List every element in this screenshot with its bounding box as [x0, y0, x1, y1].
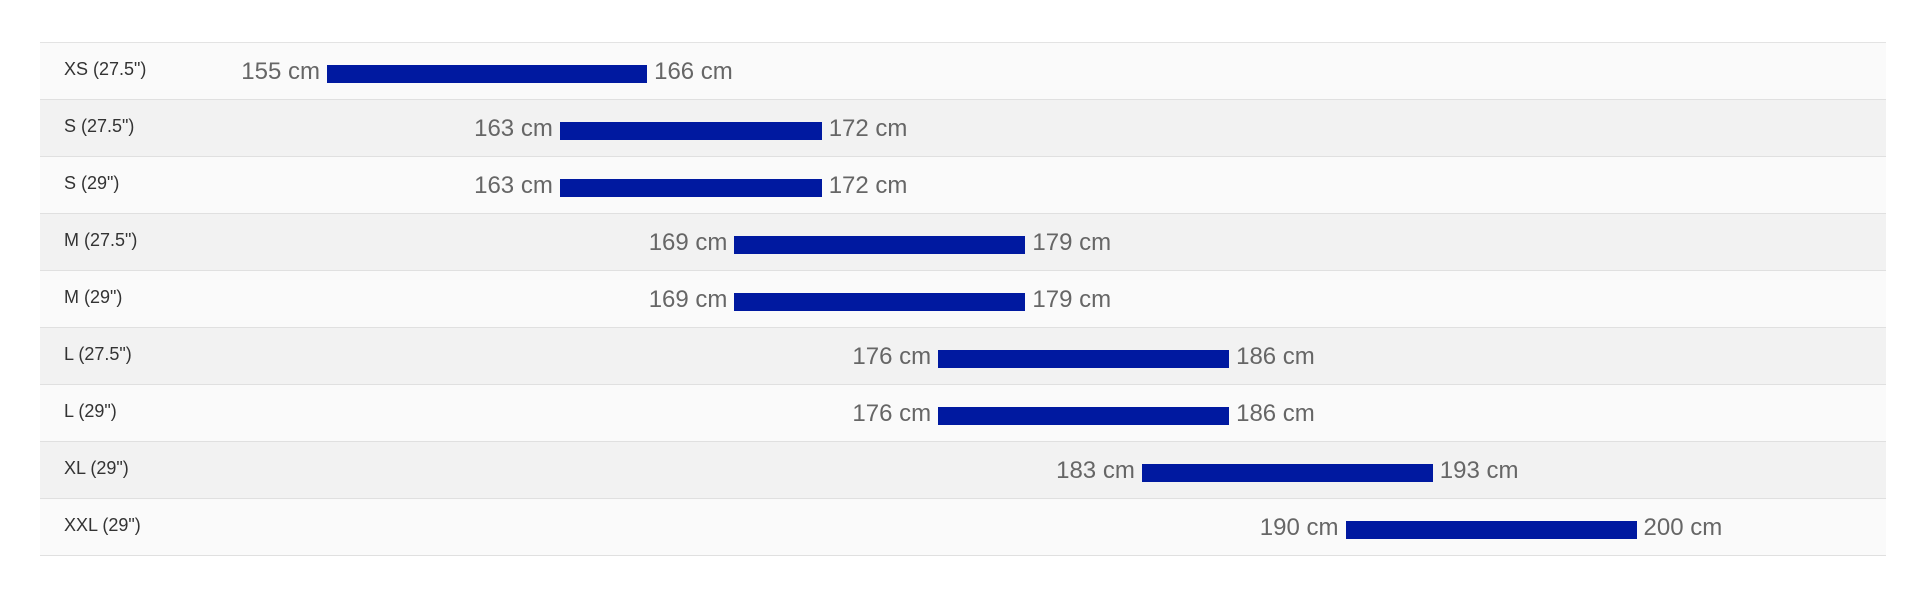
min-height-label: 163 cm	[474, 172, 553, 199]
size-label: XXL (29")	[64, 515, 141, 535]
height-range-bar	[734, 236, 1026, 254]
min-height-label: 183 cm	[1056, 457, 1135, 484]
max-height-label: 166 cm	[654, 58, 733, 85]
min-height-label: 155 cm	[241, 58, 320, 85]
min-height-label: 169 cm	[648, 229, 728, 256]
size-label: L (29")	[64, 401, 117, 421]
max-height-label: 172 cm	[828, 172, 908, 199]
height-range-bar	[559, 179, 822, 197]
min-height-label: 176 cm	[852, 343, 932, 370]
height-range-bar	[327, 65, 648, 83]
chart-row: L (27.5") 176 cm 186 cm	[40, 328, 1886, 385]
size-label: S (27.5")	[64, 116, 135, 136]
chart-row: XXL (29") 190 cm 200 cm	[40, 499, 1886, 556]
min-height-label: 176 cm	[852, 400, 932, 427]
max-height-label: 172 cm	[828, 115, 908, 142]
height-range-bar	[559, 122, 822, 140]
size-label: S (29")	[64, 173, 120, 193]
max-height-label: 186 cm	[1236, 343, 1315, 370]
size-chart: XS (27.5") 155 cm 166 cm S (27.5") 163 cm 172…	[40, 42, 1886, 556]
height-range-bar	[1345, 521, 1637, 539]
size-label: M (27.5")	[64, 230, 138, 250]
max-height-label: 200 cm	[1643, 514, 1723, 541]
size-label: XS (27.5")	[64, 59, 147, 79]
max-height-label: 186 cm	[1236, 400, 1315, 427]
min-height-label: 190 cm	[1259, 514, 1339, 541]
chart-row: S (27.5") 163 cm 172 cm	[40, 100, 1886, 157]
chart-row: S (29") 163 cm 172 cm	[40, 157, 1886, 214]
size-label: L (27.5")	[64, 344, 132, 364]
min-height-label: 169 cm	[648, 286, 728, 313]
height-range-bar	[734, 293, 1026, 311]
size-label: XL (29")	[64, 458, 129, 478]
height-range-bar	[938, 350, 1230, 368]
max-height-label: 179 cm	[1032, 286, 1112, 313]
min-height-label: 163 cm	[474, 115, 553, 142]
size-label: M (29")	[64, 287, 123, 307]
chart-row: XS (27.5") 155 cm 166 cm	[40, 43, 1886, 100]
height-range-bar	[1141, 464, 1433, 482]
height-range-bar	[938, 407, 1230, 425]
chart-row: XL (29") 183 cm 193 cm	[40, 442, 1886, 499]
chart-row: L (29") 176 cm 186 cm	[40, 385, 1886, 442]
chart-row: M (27.5") 169 cm 179 cm	[40, 214, 1886, 271]
chart-row: M (29") 169 cm 179 cm	[40, 271, 1886, 328]
max-height-label: 193 cm	[1439, 457, 1519, 484]
max-height-label: 179 cm	[1032, 229, 1112, 256]
